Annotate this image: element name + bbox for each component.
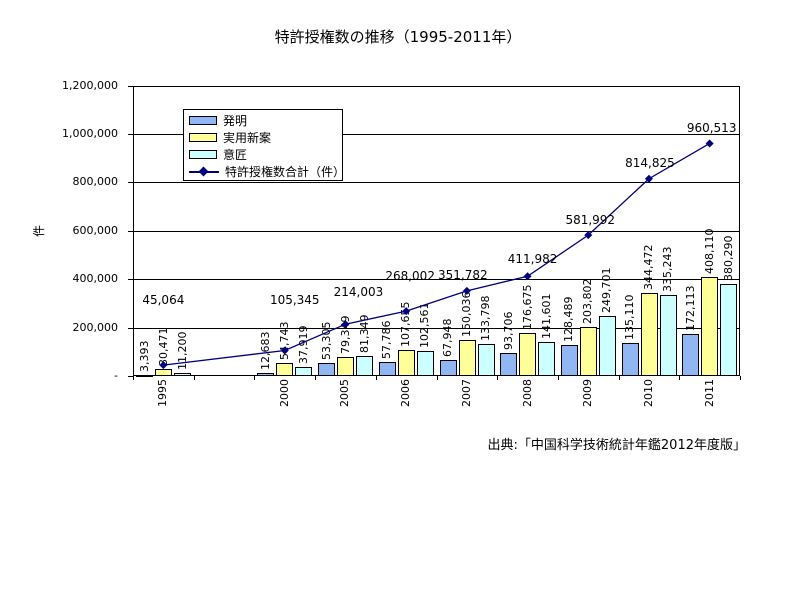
total-value-label: 581,992 xyxy=(565,213,616,228)
bar-invention xyxy=(682,334,700,376)
line-marker-diamond-icon xyxy=(402,307,411,316)
x-axis-tick xyxy=(375,376,377,380)
bar-utility_model xyxy=(458,339,476,376)
legend-line-marker-icon xyxy=(189,166,219,176)
source-citation: 出典:「中国科学技術統計年鑑2012年度版」 xyxy=(487,438,746,453)
bar-design xyxy=(659,294,677,376)
gridline xyxy=(133,182,740,184)
bar-utility_model xyxy=(579,326,597,376)
y-tick-label: 800,000 xyxy=(72,175,119,189)
legend-label: 発明 xyxy=(223,114,248,128)
legend-swatch-design xyxy=(189,150,217,159)
bar-invention xyxy=(621,343,639,376)
bar-design xyxy=(477,343,495,376)
legend-label: 意匠 xyxy=(223,148,248,162)
legend-swatch-utility_model xyxy=(189,133,217,142)
gridline xyxy=(133,133,740,135)
bar-utility_model xyxy=(640,292,658,376)
total-value-label: 214,003 xyxy=(333,285,384,300)
bar-utility_model xyxy=(337,356,355,376)
total-value-label: 268,002 xyxy=(385,269,435,284)
line-marker-diamond-icon xyxy=(341,320,350,329)
x-axis-tick xyxy=(497,376,499,380)
y-axis-tick xyxy=(128,279,133,281)
total-value-label: 351,782 xyxy=(438,267,488,282)
bar-utility_model xyxy=(155,368,172,376)
legend-swatch-invention xyxy=(189,116,217,125)
y-tick-label: 1,200,000 xyxy=(62,78,118,92)
gridline xyxy=(133,279,740,281)
bar-design xyxy=(538,341,556,376)
gridline xyxy=(133,230,740,232)
total-value-label: 814,825 xyxy=(625,155,675,170)
x-axis-tick xyxy=(254,376,256,380)
y-axis-tick xyxy=(128,230,133,232)
line-marker-diamond-icon xyxy=(644,174,653,183)
bar-design xyxy=(356,356,374,376)
chart-title: 特許授権数の推移（1995-2011年） xyxy=(274,28,522,46)
bar-invention xyxy=(500,353,518,376)
bar-design xyxy=(416,351,434,376)
total-value-label: 960,513 xyxy=(686,121,737,136)
bar-design xyxy=(598,315,616,376)
line-marker-diamond-icon xyxy=(584,231,593,240)
plot-border xyxy=(133,85,740,376)
x-axis-tick xyxy=(740,376,741,380)
bar-invention xyxy=(439,359,457,376)
bar-design xyxy=(174,373,191,376)
y-axis-tick xyxy=(128,133,133,135)
total-value-label: 411,982 xyxy=(507,252,558,267)
x-axis-tick xyxy=(315,376,317,380)
y-axis-tick xyxy=(128,182,133,184)
x-axis-tick xyxy=(133,376,134,380)
bar-design xyxy=(720,283,738,376)
bar-utility_model xyxy=(519,333,537,376)
legend-label: 実用新案 xyxy=(223,131,272,145)
y-axis-tick xyxy=(128,376,133,377)
legend-item-total: 特許授権数合計（件） xyxy=(189,163,346,180)
x-axis-tick xyxy=(436,376,438,380)
bar-utility_model xyxy=(397,349,415,376)
y-tick-label: 400,000 xyxy=(72,272,119,286)
bar-invention xyxy=(136,375,153,378)
legend: 発明実用新案意匠特許授権数合計（件） xyxy=(183,109,346,181)
x-axis-tick xyxy=(679,376,681,380)
y-tick-label: - xyxy=(114,369,118,382)
bar-invention xyxy=(257,372,275,376)
y-axis-tick xyxy=(128,327,133,329)
total-value-label: 45,064 xyxy=(142,293,185,308)
y-tick-label: 200,000 xyxy=(72,320,119,334)
x-axis-tick xyxy=(618,376,620,380)
legend-item-utility_model: 実用新案 xyxy=(189,129,342,146)
legend-item-design: 意匠 xyxy=(189,146,342,163)
line-marker-diamond-icon xyxy=(523,272,532,281)
y-axis-tick xyxy=(128,85,133,87)
line-marker-diamond-icon xyxy=(705,139,714,148)
bar-design xyxy=(295,366,313,376)
bar-utility_model xyxy=(701,277,719,376)
y-tick-label: 1,000,000 xyxy=(62,126,118,140)
line-marker-diamond-icon xyxy=(462,286,471,295)
line-marker-diamond-icon xyxy=(280,346,289,355)
x-axis-tick xyxy=(193,376,195,380)
bar-invention xyxy=(378,362,396,376)
bar-invention xyxy=(560,344,578,376)
gridline xyxy=(133,327,740,329)
total-value-label: 105,345 xyxy=(269,293,320,308)
x-axis-tick xyxy=(557,376,559,380)
bar-utility_model xyxy=(276,362,294,376)
line-marker-diamond-icon xyxy=(159,361,168,370)
legend-item-invention: 発明 xyxy=(189,112,342,129)
y-tick-label: 600,000 xyxy=(72,223,119,237)
bar-invention xyxy=(318,363,336,376)
legend-label: 特許授権数合計（件） xyxy=(225,165,346,179)
